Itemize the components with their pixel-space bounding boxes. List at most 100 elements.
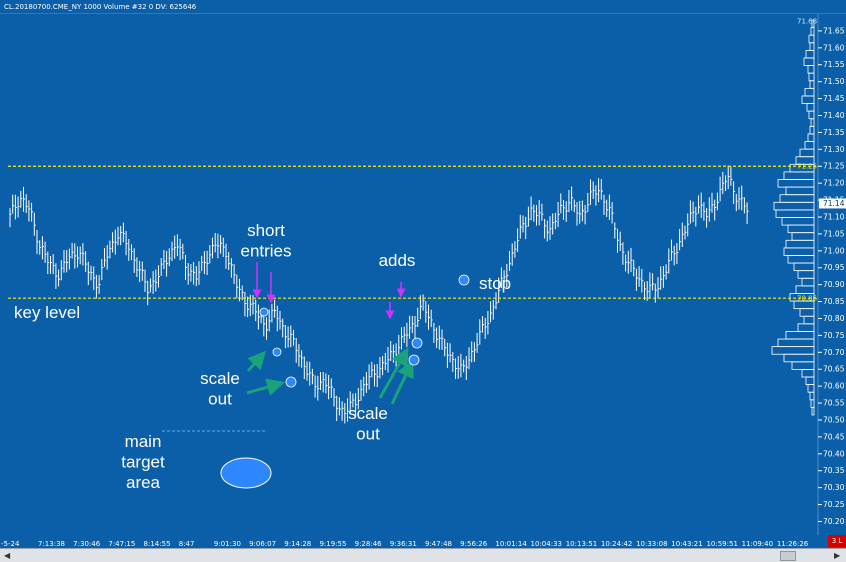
price-bar [446,342,449,368]
scroll-right-icon[interactable]: ▶ [834,551,841,560]
time-tick-label: 9:06:07 [249,540,276,548]
price-bar [355,393,358,418]
chart-title-bar: CL.20180700.CME_NY 1000 Volume #32 0 DV:… [0,0,846,14]
price-tick-label: 70.40 [823,449,845,458]
time-axis-labels: -5-24 7:13:38 7:30:46 7:47:15 8:14:55 8:47 9:0… [1,540,809,548]
price-tick-label: 70.95 [823,263,845,272]
profile-bar [811,407,815,416]
price-bar [463,359,466,373]
price-bar [311,368,314,385]
price-bar [444,338,447,357]
price-bar [479,319,482,345]
time-tick-label: 10:13:51 [566,540,597,548]
price-tick-label: 70.50 [823,415,845,424]
scale-out-label-1: scale out [200,369,240,408]
price-bar [560,193,563,214]
price-bar [301,350,304,368]
price-bar [611,202,614,224]
price-bar [687,213,690,237]
price-bar [136,257,139,278]
annotations: short entries adds stop key level scale out sca… [14,221,511,492]
price-bar [411,316,414,334]
price-bar [436,327,439,348]
price-bar [603,194,606,215]
price-bar [176,234,179,257]
price-bar [581,200,584,222]
price-bar [41,236,44,260]
price-bar [47,251,50,274]
price-bar [163,250,166,270]
price-bar [549,216,552,240]
price-bar [738,187,741,210]
price-tick-label: 71.50 [823,77,845,86]
price-tag: 71.25 [797,163,817,171]
time-tick-label: 11:26:26 [777,540,809,548]
scroll-thumb[interactable] [780,551,796,561]
price-bar [546,220,549,242]
price-bar [654,283,657,303]
price-bar [622,242,625,265]
price-tick-label: 70.85 [823,297,845,306]
price-tick-label: 70.60 [823,382,845,391]
price-bar [17,196,20,218]
price-bar [482,316,484,333]
price-bar [195,266,198,287]
price-bar [519,214,522,239]
time-tick-label: 9:56:26 [460,540,488,548]
price-bar [468,347,471,370]
price-bar [203,251,206,275]
price-bar [212,237,214,259]
price-bar [155,269,158,292]
price-bar [441,329,444,350]
price-bar [352,393,355,408]
price-bar [422,294,425,311]
price-bar [166,250,169,277]
price-bar [374,364,376,387]
price-bar [336,395,339,422]
price-bar [727,165,730,190]
price-bar [679,228,682,251]
price-bar [606,199,609,217]
price-bar [263,314,266,337]
price-bar [201,255,204,271]
short-entries-label: short entries [240,221,291,260]
price-tick-label: 70.55 [823,399,845,408]
price-bar [635,268,638,291]
price-bar [576,202,579,226]
horizontal-scrollbar[interactable]: ◀ ▶ [0,548,846,562]
price-bar [673,245,676,266]
time-tick-label: 10:59:51 [706,540,737,548]
price-bar [452,352,455,372]
price-tick-label: 70.65 [823,365,845,374]
scroll-left-icon[interactable]: ◀ [4,551,11,560]
price-bar [711,192,714,213]
price-bar [735,193,738,212]
price-bar [303,356,306,380]
price-bar [185,254,187,280]
price-bar [384,352,387,371]
price-bar [117,226,120,246]
time-tick-label: 7:30:46 [73,540,101,548]
price-bar [595,185,598,206]
price-bar [85,251,88,272]
price-bar [77,246,79,268]
price-bar [98,275,101,294]
price-bar [230,258,233,278]
price-bar [268,309,271,332]
price-bar [360,379,363,401]
price-tick-label: 71.35 [823,128,845,137]
price-tick-label: 71.20 [823,179,845,188]
price-bar [168,248,171,267]
price-tick-label: 71.30 [823,145,845,154]
exit-marker-circle [458,274,470,286]
scale-out-arrow [246,378,285,396]
price-bar [419,295,422,320]
price-bar [641,268,644,293]
time-tick-label: 9:01:30 [214,540,241,548]
price-bar [290,325,293,348]
price-bar [630,247,633,273]
price-bar [198,261,201,285]
price-bar [328,374,331,400]
price-bar [271,303,274,323]
